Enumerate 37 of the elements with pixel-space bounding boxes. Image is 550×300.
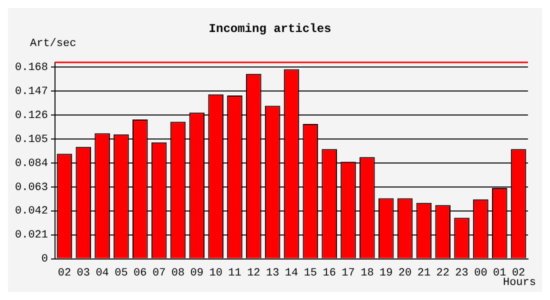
x-tick-label: 07 — [152, 267, 166, 280]
x-tick-label: 06 — [134, 267, 147, 280]
x-tick-label: 21 — [417, 267, 431, 280]
y-tick-label: 0.042 — [14, 206, 48, 218]
y-axis-title: Art/sec — [30, 38, 76, 50]
x-tick-label: 17 — [342, 267, 355, 280]
x-tick-label: 12 — [247, 267, 260, 280]
x-tick-label: 08 — [171, 267, 185, 280]
chart-title: Incoming articles — [208, 22, 332, 36]
x-tick-label: 05 — [114, 267, 128, 280]
x-tick-label: 22 — [436, 267, 450, 280]
y-tick-label: 0.147 — [14, 86, 48, 98]
x-tick-label: 16 — [322, 267, 336, 280]
y-tick-label: 0 — [41, 254, 48, 266]
y-tick-label: 0.063 — [14, 182, 48, 194]
x-tick-label: 02 — [512, 267, 526, 280]
y-tick-label: 0.084 — [14, 158, 48, 170]
x-tick-label: 13 — [266, 267, 280, 280]
x-tick-label: 10 — [209, 267, 222, 280]
x-tick-label: 20 — [398, 267, 412, 280]
x-tick-label: 03 — [76, 267, 90, 280]
x-tick-label: 09 — [190, 267, 204, 280]
x-tick-label: 18 — [360, 267, 374, 280]
x-axis-title: Hours — [502, 277, 536, 290]
y-tick-label: 0.168 — [14, 62, 48, 74]
y-tick-label: 0.021 — [14, 230, 48, 242]
x-tick-label: 14 — [284, 267, 298, 280]
y-tick-label: 0.105 — [14, 134, 48, 146]
x-tick-label: 04 — [96, 267, 110, 280]
x-tick-label: 02 — [58, 267, 72, 280]
x-tick-label: 11 — [228, 267, 242, 280]
x-tick-label: 00 — [474, 267, 488, 280]
x-tick-label: 19 — [380, 267, 393, 280]
x-tick-label: 15 — [304, 267, 318, 280]
y-tick-label: 0.126 — [14, 110, 48, 122]
x-tick-label: 01 — [493, 267, 507, 280]
x-tick-label: 23 — [455, 267, 468, 280]
